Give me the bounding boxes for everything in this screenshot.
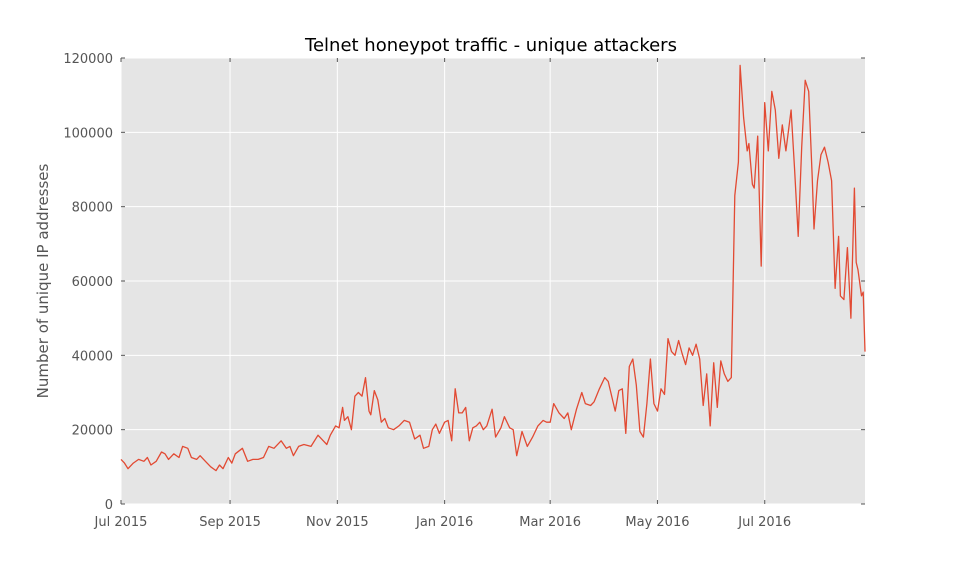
- y-tick-label: 100000: [63, 126, 113, 141]
- series-line-unique-attackers: [120, 64, 866, 472]
- y-tick-label: 0: [105, 498, 113, 513]
- x-tick-label: Jul 2015: [94, 515, 148, 530]
- y-tick-label: 20000: [72, 424, 113, 439]
- x-tick-label: May 2016: [625, 515, 689, 530]
- x-tick-label: Mar 2016: [519, 515, 581, 530]
- y-axis-label: Number of unique IP addresses: [34, 163, 52, 398]
- y-tick-label: 80000: [72, 201, 113, 216]
- y-tick-label: 120000: [63, 52, 113, 67]
- x-tick-label: Jan 2016: [415, 515, 473, 530]
- x-axis-tick-labels: Jul 2015 Sep 2015 Nov 2015 Jan 2016 Mar 2016…: [94, 515, 792, 530]
- y-axis-tick-labels: 0 20000 40000 60000 80000 100000 120000: [63, 52, 113, 513]
- x-tick-label: Sep 2015: [199, 515, 261, 530]
- axis-ticks: [120, 57, 865, 505]
- x-tick-label: Jul 2016: [737, 515, 791, 530]
- x-tick-label: Nov 2015: [306, 515, 369, 530]
- y-tick-label: 60000: [72, 275, 113, 290]
- chart-title: Telnet honeypot traffic - unique attacke…: [304, 35, 677, 56]
- y-tick-label: 40000: [72, 349, 113, 364]
